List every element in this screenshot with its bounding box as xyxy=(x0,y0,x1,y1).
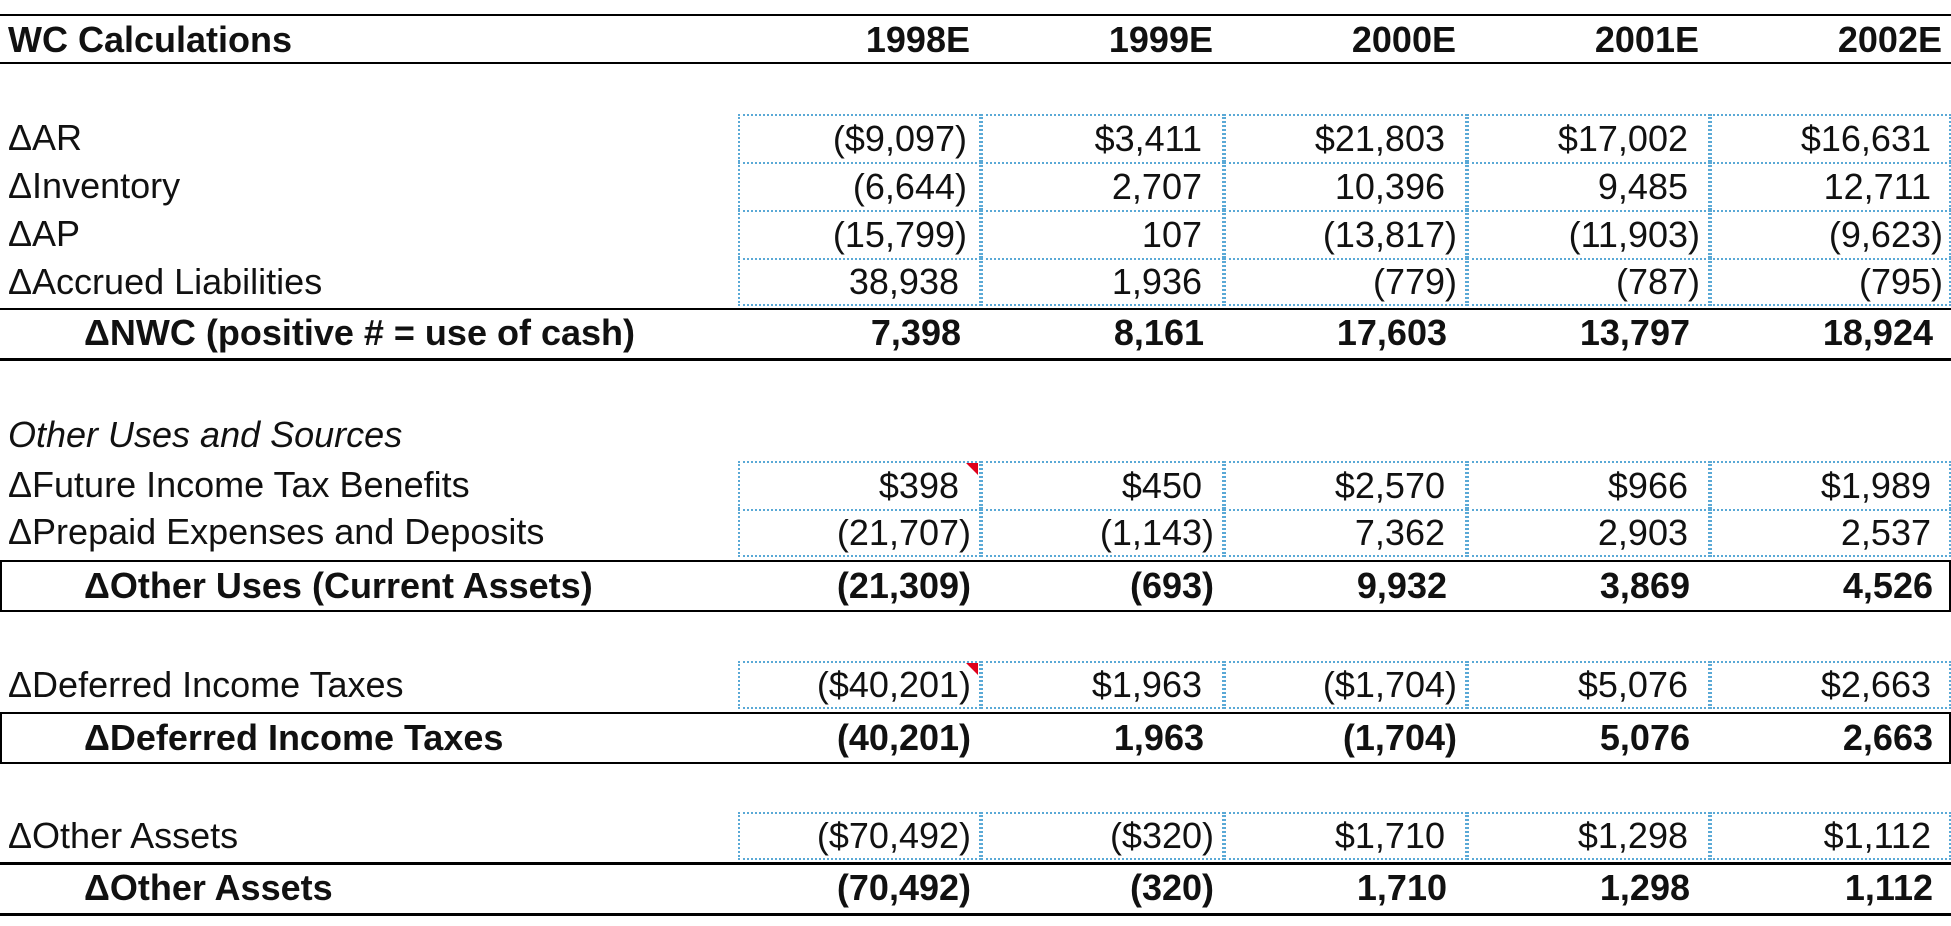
cell-inventory-2001[interactable]: 9,485 xyxy=(1467,162,1710,210)
year-header-1998: 1998E xyxy=(865,19,970,60)
sheet-title: WC Calculations xyxy=(8,19,293,60)
nwc-total-top-rule xyxy=(0,308,1951,310)
comment-indicator-icon[interactable] xyxy=(966,663,978,675)
cell-accrued-1998[interactable]: 38,938 xyxy=(738,258,981,306)
row-label-prepaid-expenses: ΔPrepaid Expenses and Deposits xyxy=(8,511,545,552)
cell-deferred-2000[interactable]: ($1,704) xyxy=(1224,661,1467,709)
deferred-total-box xyxy=(0,712,1951,764)
row-label-ar: ΔAR xyxy=(8,117,83,158)
cell-inventory-2000[interactable]: 10,396 xyxy=(1224,162,1467,210)
cell-prepaid-1999[interactable]: (1,143) xyxy=(981,509,1224,557)
other-assets-total-2000: 1,710 xyxy=(1356,867,1447,908)
other-uses-total-label: ΔOther Uses (Current Assets) xyxy=(84,565,593,606)
cell-deferred-1999[interactable]: $1,963 xyxy=(981,661,1224,709)
other-assets-total-1998: (70,492) xyxy=(836,867,971,908)
cell-accrued-2002[interactable]: (795) xyxy=(1710,258,1951,306)
cell-other-assets-2001[interactable]: $1,298 xyxy=(1467,812,1710,860)
deferred-total-label: ΔDeferred Income Taxes xyxy=(84,717,504,758)
header-bottom-rule xyxy=(0,62,1951,64)
cell-fitb-1999[interactable]: $450 xyxy=(981,461,1224,509)
deferred-total-2000: (1,704) xyxy=(1342,717,1457,758)
cell-inventory-2002[interactable]: 12,711 xyxy=(1710,162,1951,210)
other-uses-total-2001: 3,869 xyxy=(1599,565,1690,606)
cell-ar-1998[interactable]: ($9,097) xyxy=(738,114,981,162)
cell-ap-2000[interactable]: (13,817) xyxy=(1224,210,1467,258)
cell-accrued-1999[interactable]: 1,936 xyxy=(981,258,1224,306)
deferred-total-1998: (40,201) xyxy=(836,717,971,758)
year-header-1999: 1999E xyxy=(1108,19,1213,60)
cell-other-assets-1998[interactable]: ($70,492) xyxy=(738,812,981,860)
year-header-2001: 2001E xyxy=(1594,19,1699,60)
cell-deferred-2001[interactable]: $5,076 xyxy=(1467,661,1710,709)
year-header-2002: 2002E xyxy=(1837,19,1942,60)
cell-inventory-1999[interactable]: 2,707 xyxy=(981,162,1224,210)
row-label-ap: ΔAP xyxy=(8,213,81,254)
cell-other-assets-1999[interactable]: ($320) xyxy=(981,812,1224,860)
cell-other-assets-2002[interactable]: $1,112 xyxy=(1710,812,1951,860)
row-label-deferred-income-taxes: ΔDeferred Income Taxes xyxy=(8,664,404,705)
nwc-total-2000: 17,603 xyxy=(1336,312,1447,353)
cell-ap-2002[interactable]: (9,623) xyxy=(1710,210,1951,258)
deferred-total-1999: 1,963 xyxy=(1113,717,1204,758)
cell-other-assets-2000[interactable]: $1,710 xyxy=(1224,812,1467,860)
deferred-total-2001: 5,076 xyxy=(1599,717,1690,758)
cell-accrued-2000[interactable]: (779) xyxy=(1224,258,1467,306)
other-uses-total-2000: 9,932 xyxy=(1356,565,1447,606)
other-assets-total-2001: 1,298 xyxy=(1599,867,1690,908)
cell-deferred-1998[interactable]: ($40,201) xyxy=(738,661,981,709)
comment-indicator-icon[interactable] xyxy=(966,463,978,475)
row-label-other-assets: ΔOther Assets xyxy=(8,815,239,856)
other-assets-total-top-rule xyxy=(0,862,1951,865)
other-assets-total-label: ΔOther Assets xyxy=(84,867,333,908)
cell-prepaid-2001[interactable]: 2,903 xyxy=(1467,509,1710,557)
cell-fitb-2001[interactable]: $966 xyxy=(1467,461,1710,509)
cell-fitb-2000[interactable]: $2,570 xyxy=(1224,461,1467,509)
header-top-rule xyxy=(0,14,1951,16)
cell-fitb-2002[interactable]: $1,989 xyxy=(1710,461,1951,509)
cell-prepaid-1998[interactable]: (21,707) xyxy=(738,509,981,557)
cell-accrued-2001[interactable]: (787) xyxy=(1467,258,1710,306)
other-uses-total-1999: (693) xyxy=(1129,565,1214,606)
cell-inventory-1998[interactable]: (6,644) xyxy=(738,162,981,210)
other-uses-total-box xyxy=(0,560,1951,612)
section-title-other-uses: Other Uses and Sources xyxy=(8,414,403,455)
cell-prepaid-2002[interactable]: 2,537 xyxy=(1710,509,1951,557)
cell-prepaid-2000[interactable]: 7,362 xyxy=(1224,509,1467,557)
other-uses-total-2002: 4,526 xyxy=(1842,565,1933,606)
nwc-total-1998: 7,398 xyxy=(870,312,961,353)
row-label-accrued-liabilities: ΔAccrued Liabilities xyxy=(8,261,323,302)
nwc-total-2001: 13,797 xyxy=(1579,312,1690,353)
cell-ar-1999[interactable]: $3,411 xyxy=(981,114,1224,162)
cell-ar-2002[interactable]: $16,631 xyxy=(1710,114,1951,162)
nwc-total-1999: 8,161 xyxy=(1113,312,1204,353)
cell-deferred-2002[interactable]: $2,663 xyxy=(1710,661,1951,709)
row-label-inventory: ΔInventory xyxy=(8,165,181,206)
cell-ap-1998[interactable]: (15,799) xyxy=(738,210,981,258)
other-assets-total-2002: 1,112 xyxy=(1844,867,1933,908)
deferred-total-2002: 2,663 xyxy=(1842,717,1933,758)
other-uses-total-1998: (21,309) xyxy=(836,565,971,606)
year-header-2000: 2000E xyxy=(1351,19,1456,60)
nwc-total-bottom-rule xyxy=(0,358,1951,361)
other-assets-total-bottom-rule xyxy=(0,913,1951,916)
other-assets-total-1999: (320) xyxy=(1129,867,1214,908)
cell-fitb-1998[interactable]: $398 xyxy=(738,461,981,509)
nwc-total-label: ΔNWC (positive # = use of cash) xyxy=(84,312,635,353)
cell-ar-2001[interactable]: $17,002 xyxy=(1467,114,1710,162)
nwc-total-2002: 18,924 xyxy=(1822,312,1933,353)
cell-ap-2001[interactable]: (11,903) xyxy=(1467,210,1710,258)
cell-ar-2000[interactable]: $21,803 xyxy=(1224,114,1467,162)
cell-ap-1999[interactable]: 107 xyxy=(981,210,1224,258)
row-label-future-income-tax: ΔFuture Income Tax Benefits xyxy=(8,464,470,505)
